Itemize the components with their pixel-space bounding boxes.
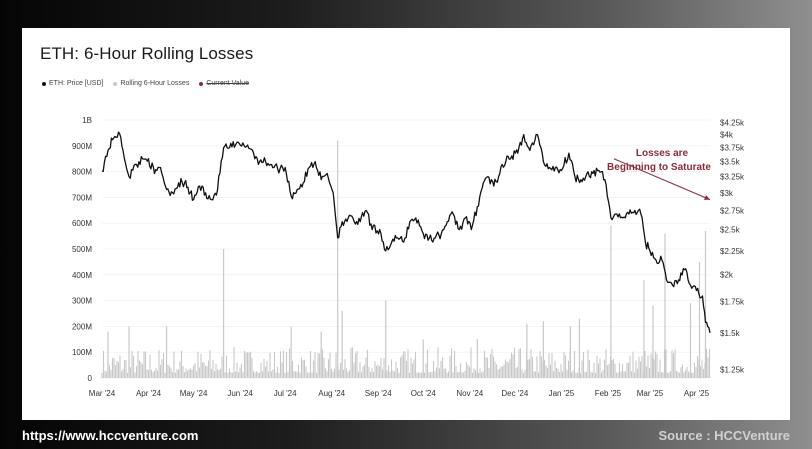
- annotation-text-line1: Losses are: [636, 148, 689, 159]
- annotation-arrow-line: [613, 158, 711, 201]
- x-axis-ticks: Mar '24 Apr '24 May '24 Jun '24 Jul '24 Aug '…: [89, 389, 710, 398]
- y-right-tick-label: $3.25k: [720, 173, 745, 182]
- y-right-tick-label: $2.75k: [720, 206, 745, 215]
- y-left-tick-label: 0: [88, 374, 93, 383]
- annotation-text-line2: Beginning to Saturate: [607, 162, 711, 173]
- y-right-tick-label: $1.25k: [720, 366, 745, 375]
- legend-dot-losses: [113, 81, 118, 86]
- y-left-tick-label: 800M: [72, 168, 92, 177]
- y-right-tick-label: $4.25k: [720, 118, 745, 127]
- y-left-tick-label: 700M: [72, 193, 92, 202]
- x-tick-label: Jan '25: [549, 389, 575, 398]
- y-left-tick-label: 600M: [72, 219, 92, 228]
- legend-label-losses: Rolling 6-Hour Losses: [120, 80, 190, 87]
- x-tick-label: Mar '25: [637, 389, 664, 398]
- source-label: Source : HCCVenture: [658, 428, 790, 443]
- x-tick-label: Aug '24: [318, 389, 345, 398]
- x-tick-label: Sep '24: [365, 389, 392, 398]
- y-right-tick-label: $2k: [720, 271, 734, 280]
- grid-lines: [102, 119, 710, 379]
- legend-label-price: ETH: Price [USD]: [49, 80, 104, 87]
- annotation-arrow-head: [704, 195, 710, 200]
- legend-dot-price: [42, 81, 46, 86]
- x-tick-label: Nov '24: [456, 389, 483, 398]
- y-left-tick-label: 300M: [72, 297, 92, 306]
- legend-dot-current-value: [199, 81, 204, 86]
- chart-title: ETH: 6-Hour Rolling Losses: [40, 44, 254, 63]
- y-axis-right-ticks: $1.25k $1.5k $1.75k $2k $2.25k $2.5k $2.75k $3k…: [720, 118, 745, 374]
- price-series: [101, 131, 711, 334]
- y-left-tick-label: 100M: [72, 348, 92, 357]
- chart-card: ETH: 6-Hour Rolling Losses ETH: Price [U…: [22, 28, 790, 420]
- losses-series: [101, 140, 711, 378]
- annotation: Losses are Beginning to Saturate: [607, 148, 711, 201]
- y-right-tick-label: $1.5k: [720, 329, 741, 338]
- y-right-tick-label: $3.75k: [720, 144, 745, 153]
- x-tick-label: Dec '24: [501, 389, 528, 398]
- chart-plot: 0100M200M300M400M500M600M700M800M900M1B …: [72, 116, 745, 398]
- x-tick-label: Jun '24: [227, 389, 253, 398]
- x-tick-label: Apr '25: [684, 389, 710, 398]
- y-left-tick-label: 900M: [72, 142, 92, 151]
- y-right-tick-label: $4k: [720, 131, 734, 140]
- y-left-tick-label: 200M: [72, 322, 92, 331]
- y-right-tick-label: $3k: [720, 189, 734, 198]
- x-tick-label: Apr '24: [136, 389, 162, 398]
- legend-item-current-value[interactable]: Current Value: [199, 80, 249, 87]
- y-left-tick-label: 500M: [72, 245, 92, 254]
- legend-label-current-value: Current Value: [206, 80, 249, 87]
- y-left-tick-label: 400M: [72, 271, 92, 280]
- x-tick-label: May '24: [180, 389, 208, 398]
- x-tick-label: Jul '24: [274, 389, 297, 398]
- y-right-tick-label: $2.25k: [720, 247, 745, 256]
- y-right-tick-label: $1.75k: [720, 298, 745, 307]
- x-tick-label: Feb '25: [595, 389, 622, 398]
- chart-legend: ETH: Price [USD] Rolling 6-Hour Losses C…: [42, 80, 249, 87]
- y-left-tick-label: 1B: [82, 116, 92, 125]
- source-url[interactable]: https://www.hccventure.com: [22, 428, 199, 443]
- legend-item-losses[interactable]: Rolling 6-Hour Losses: [113, 80, 189, 87]
- y-right-tick-label: $3.5k: [720, 158, 741, 167]
- y-right-tick-label: $2.5k: [720, 226, 741, 235]
- y-axis-left-ticks: 0 100M 200M 300M 400M 500M 600M 700M 800M 900M 1B: [72, 116, 93, 383]
- x-tick-label: Oct '24: [411, 389, 437, 398]
- price-line: [101, 131, 711, 334]
- legend-item-price[interactable]: ETH: Price [USD]: [42, 80, 103, 87]
- x-tick-label: Mar '24: [89, 389, 116, 398]
